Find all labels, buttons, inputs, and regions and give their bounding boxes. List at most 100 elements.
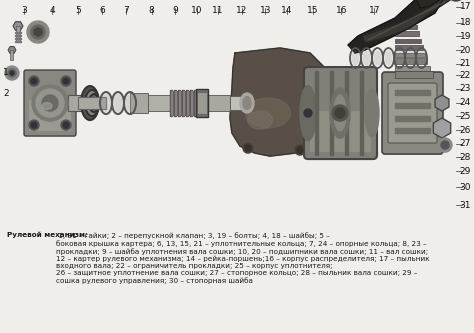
Circle shape bbox=[42, 95, 58, 111]
Circle shape bbox=[335, 108, 345, 118]
Ellipse shape bbox=[300, 86, 316, 141]
Bar bbox=[395, 128, 430, 133]
Text: 1: 1 bbox=[3, 69, 9, 78]
Bar bbox=[197, 92, 207, 114]
Bar bbox=[187, 91, 188, 115]
Ellipse shape bbox=[384, 51, 392, 66]
Circle shape bbox=[31, 78, 37, 84]
Bar bbox=[170, 91, 200, 115]
Bar bbox=[315, 71, 318, 155]
Bar bbox=[200, 95, 230, 111]
Ellipse shape bbox=[247, 111, 273, 129]
Text: 19: 19 bbox=[459, 32, 471, 41]
Text: 17: 17 bbox=[459, 2, 471, 11]
Text: 31: 31 bbox=[459, 201, 471, 210]
Bar bbox=[148, 95, 170, 111]
Text: 12: 12 bbox=[236, 6, 247, 15]
Circle shape bbox=[304, 109, 312, 117]
Text: 13: 13 bbox=[260, 6, 271, 15]
Text: 27: 27 bbox=[460, 139, 471, 148]
Circle shape bbox=[61, 120, 71, 130]
Text: 3: 3 bbox=[21, 6, 27, 15]
Bar bbox=[15, 32, 21, 33]
Text: 11: 11 bbox=[212, 6, 224, 15]
Ellipse shape bbox=[246, 98, 291, 128]
Circle shape bbox=[245, 145, 251, 151]
Circle shape bbox=[297, 147, 303, 153]
Bar bbox=[395, 66, 430, 71]
Ellipse shape bbox=[113, 94, 122, 112]
Bar bbox=[230, 96, 245, 110]
Bar bbox=[395, 45, 423, 50]
Text: 1, 31 – гайки; 2 – перепускной клапан; 3, 19 – болты; 4, 18 – шайбы; 5 –
боковая: 1, 31 – гайки; 2 – перепускной клапан; 3… bbox=[56, 232, 430, 284]
Text: 17: 17 bbox=[369, 6, 380, 15]
Circle shape bbox=[312, 100, 318, 106]
Bar bbox=[16, 26, 20, 42]
Ellipse shape bbox=[240, 93, 254, 113]
Bar bbox=[130, 93, 148, 113]
Bar bbox=[395, 53, 425, 57]
Bar bbox=[175, 91, 176, 115]
Bar bbox=[178, 90, 180, 116]
Bar bbox=[182, 90, 184, 116]
FancyBboxPatch shape bbox=[382, 72, 443, 154]
Ellipse shape bbox=[42, 103, 52, 110]
Circle shape bbox=[332, 105, 348, 121]
Ellipse shape bbox=[418, 51, 426, 66]
Circle shape bbox=[441, 141, 449, 149]
Circle shape bbox=[27, 21, 49, 43]
Bar bbox=[170, 90, 172, 116]
Bar bbox=[10, 50, 13, 60]
Text: 8: 8 bbox=[149, 6, 155, 15]
FancyBboxPatch shape bbox=[304, 67, 377, 159]
Text: 18: 18 bbox=[459, 18, 471, 27]
Circle shape bbox=[34, 28, 42, 36]
Bar bbox=[345, 71, 348, 155]
Circle shape bbox=[243, 143, 253, 153]
Bar bbox=[395, 103, 430, 108]
Bar bbox=[15, 35, 21, 36]
Bar bbox=[395, 31, 419, 36]
Bar bbox=[395, 90, 430, 95]
Circle shape bbox=[310, 98, 320, 108]
Text: 29: 29 bbox=[460, 166, 471, 175]
Text: 15: 15 bbox=[307, 6, 319, 15]
Text: 26: 26 bbox=[460, 126, 471, 135]
Text: 30: 30 bbox=[459, 182, 471, 191]
Text: 25: 25 bbox=[460, 112, 471, 121]
Text: 20: 20 bbox=[460, 46, 471, 55]
Bar bbox=[395, 39, 421, 43]
Bar bbox=[68, 95, 86, 111]
Circle shape bbox=[36, 89, 64, 117]
Ellipse shape bbox=[330, 88, 350, 138]
Bar bbox=[174, 90, 176, 116]
Circle shape bbox=[32, 85, 68, 121]
Bar bbox=[183, 91, 184, 115]
Polygon shape bbox=[230, 48, 330, 156]
Ellipse shape bbox=[81, 86, 99, 120]
Text: 4: 4 bbox=[49, 6, 55, 15]
Text: 9: 9 bbox=[173, 6, 178, 15]
Text: 24: 24 bbox=[460, 98, 471, 107]
Ellipse shape bbox=[407, 51, 414, 66]
Circle shape bbox=[8, 69, 16, 77]
Bar bbox=[191, 91, 192, 115]
Circle shape bbox=[63, 78, 69, 84]
Text: 6: 6 bbox=[99, 6, 105, 15]
Circle shape bbox=[447, 0, 465, 1]
Bar bbox=[330, 71, 333, 155]
Bar bbox=[15, 38, 21, 39]
Bar bbox=[179, 91, 180, 115]
Text: 7: 7 bbox=[123, 6, 128, 15]
Bar bbox=[78, 97, 106, 109]
Circle shape bbox=[63, 122, 69, 128]
FancyBboxPatch shape bbox=[388, 83, 437, 143]
Ellipse shape bbox=[395, 51, 403, 66]
Text: 5: 5 bbox=[75, 6, 81, 15]
Text: 21: 21 bbox=[460, 59, 471, 68]
Ellipse shape bbox=[365, 89, 379, 137]
Polygon shape bbox=[348, 0, 455, 53]
Ellipse shape bbox=[101, 94, 110, 112]
Circle shape bbox=[61, 76, 71, 86]
Polygon shape bbox=[362, 0, 455, 43]
